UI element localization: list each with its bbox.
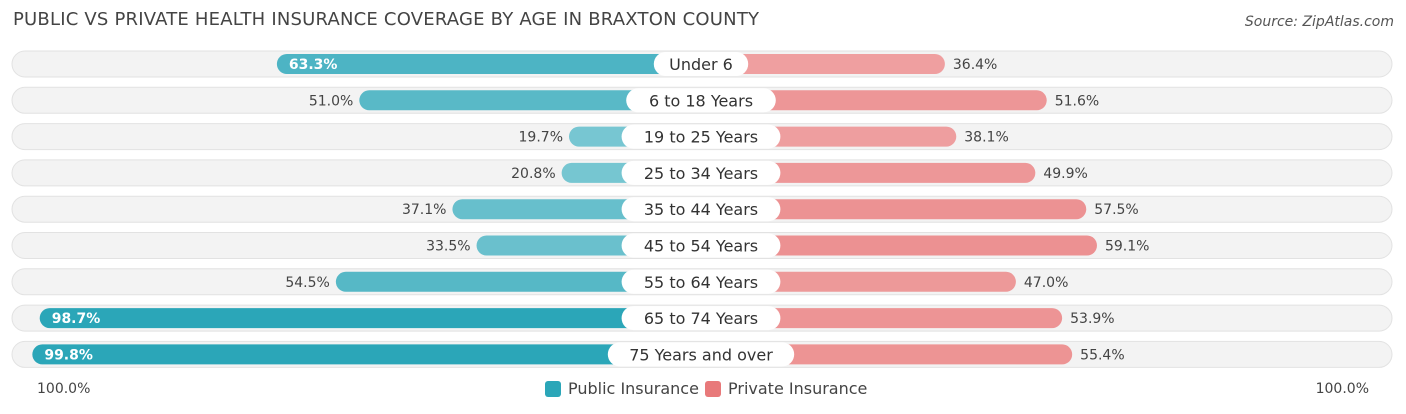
public-value-label: 33.5% bbox=[426, 239, 470, 255]
private-value-label: 53.9% bbox=[1070, 311, 1114, 327]
private-value-label: 59.1% bbox=[1105, 239, 1149, 255]
category-pill bbox=[621, 306, 781, 331]
private-value-label: 51.6% bbox=[1055, 93, 1099, 109]
public-value-label: 19.7% bbox=[519, 130, 563, 146]
public-value-label: 98.7% bbox=[52, 311, 101, 327]
axis-left-label: 100.0% bbox=[37, 381, 91, 397]
category-pill bbox=[621, 124, 781, 149]
category-pill bbox=[653, 52, 749, 76]
private-bar bbox=[701, 344, 1073, 365]
legend-item-private: Private Insurance bbox=[705, 379, 867, 398]
private-bar bbox=[701, 271, 1016, 292]
source-credit: Source: ZipAtlas.com bbox=[1244, 14, 1394, 30]
legend-swatch-public bbox=[545, 380, 561, 397]
legend-label-public: Public Insurance bbox=[568, 379, 699, 398]
category-pill bbox=[621, 160, 781, 185]
category-pill bbox=[621, 233, 781, 258]
public-bar bbox=[39, 308, 701, 329]
category-pill bbox=[621, 197, 781, 222]
category-label: 25 to 34 Years bbox=[644, 164, 758, 183]
private-bar bbox=[701, 162, 1036, 183]
legend-item-public: Public Insurance bbox=[545, 379, 699, 398]
axis-right-label: 100.0% bbox=[1315, 381, 1369, 397]
public-value-label: 99.8% bbox=[44, 347, 93, 363]
private-value-label: 36.4% bbox=[953, 57, 997, 73]
public-value-label: 20.8% bbox=[511, 166, 555, 182]
private-value-label: 49.9% bbox=[1043, 166, 1087, 182]
private-bar bbox=[701, 90, 1047, 111]
public-bar bbox=[359, 90, 701, 111]
private-value-label: 55.4% bbox=[1080, 347, 1124, 363]
public-value-label: 63.3% bbox=[289, 57, 338, 73]
public-value-label: 37.1% bbox=[402, 202, 446, 218]
legend-swatch-private bbox=[705, 380, 721, 397]
category-label: 75 Years and over bbox=[629, 345, 773, 364]
private-bar bbox=[701, 308, 1063, 329]
private-bar bbox=[701, 199, 1087, 220]
category-label: Under 6 bbox=[669, 55, 733, 74]
category-label: 35 to 44 Years bbox=[644, 200, 758, 219]
category-label: 19 to 25 Years bbox=[644, 128, 758, 147]
category-pill bbox=[607, 342, 795, 367]
public-value-label: 51.0% bbox=[309, 93, 353, 109]
public-value-label: 54.5% bbox=[285, 275, 329, 291]
category-label: 55 to 64 Years bbox=[644, 273, 758, 292]
public-bar bbox=[276, 54, 701, 74]
legend-label-private: Private Insurance bbox=[728, 379, 868, 398]
private-bar bbox=[701, 54, 945, 74]
category-pill bbox=[626, 88, 776, 113]
public-bar bbox=[32, 344, 701, 365]
private-bar bbox=[701, 235, 1097, 256]
category-label: 6 to 18 Years bbox=[649, 91, 753, 110]
private-value-label: 47.0% bbox=[1024, 275, 1068, 291]
private-value-label: 57.5% bbox=[1094, 202, 1138, 218]
category-label: 45 to 54 Years bbox=[644, 237, 758, 256]
chart-title: PUBLIC VS PRIVATE HEALTH INSURANCE COVER… bbox=[13, 9, 760, 30]
legend: Public Insurance Private Insurance bbox=[0, 379, 1406, 401]
private-value-label: 38.1% bbox=[964, 130, 1008, 146]
category-label: 65 to 74 Years bbox=[644, 309, 758, 328]
category-pill bbox=[621, 269, 781, 294]
public-bar bbox=[335, 271, 701, 292]
